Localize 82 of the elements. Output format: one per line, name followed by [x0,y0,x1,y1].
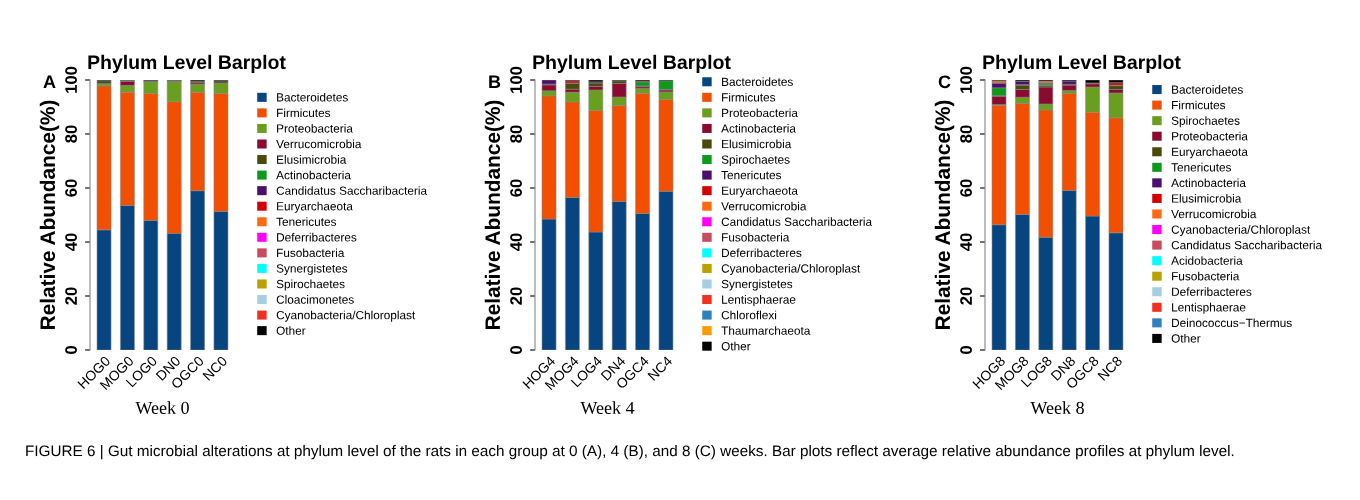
legend-label: Elusimicrobia [1172,193,1242,203]
y-tick-label: 100 [510,66,522,93]
legend-label: Actinobacteria [276,170,351,180]
legend-label: Bacteroidetes [1172,85,1243,94]
y-tick-label: 100 [65,66,77,93]
legend-label: Fusobacteria [277,248,345,258]
legend-label: Lentisphaerae [722,295,796,307]
legend-label: Proteobacteria [277,123,353,133]
legend-label: Verrucomicrobia [276,139,362,149]
x-axis-title: Week 8 [1030,401,1084,415]
chart-title: Phylum Level Barplot [983,54,1181,73]
text: B [489,75,501,88]
legend-label: Fusobacteria [722,232,790,242]
legend-label: Deferribacteres [277,232,357,242]
legend-label: Chloroflexi [721,310,777,320]
legend-label: Tenericutes [276,217,337,226]
legend-label: Firmicutes [277,108,331,118]
y-axis-title: Relative Abundance(%) [934,100,955,329]
legend-label: Cyanobacteria/Chloroplast [721,263,861,275]
y-axis-title: Relative Abundance(%) [484,100,505,329]
legend-label: Spirochaetes [276,279,345,291]
legend-label: Deinococcus−Thermus [1172,318,1292,328]
legend-label: Euryarchaeota [722,186,798,198]
legend-label: Cyanobacteria/Chloroplast [276,310,416,322]
text: C [938,75,951,89]
legend-label: Verrucomicrobia [1171,209,1257,219]
y-tick-label: 80 [65,125,77,143]
legend-label: Other [276,326,306,335]
legend-label: Cyanobacteria/Chloroplast [1171,225,1311,237]
legend-label: Bacteroidetes [277,92,348,102]
legend-label: Candidatus Saccharibacteria [276,186,428,195]
legend-label: Tenericutes [721,170,782,180]
legend-label: Thaumarchaeota [721,326,811,335]
legend-label: Candidatus Saccharibacteria [1171,240,1323,250]
y-tick-label: 60 [960,179,972,197]
y-axis-title: Relative Abundance(%) [39,100,60,329]
y-tick-label: 40 [65,233,77,252]
legend-label: Spirochaetes [1171,116,1240,128]
chart-title: Phylum Level Barplot [88,54,286,73]
caption: FIGURE 6 | Gut microbial alterations at phylum level of the rats in each group at 0 (A), 4 (B), and 8 (C) weeks. Bar plots reflect average relative abundance profiles at phylum level. [26,445,1234,460]
y-tick-label: 20 [510,287,522,305]
legend-label: Euryarchaeota [1172,147,1248,159]
legend-label: Cloacimonetes [276,295,354,304]
legend-label: Spirochaetes [721,155,790,167]
legend-label: Synergistetes [276,263,348,275]
x-axis-title: Week 4 [580,401,635,415]
legend-label: Other [1171,333,1201,343]
y-tick-label: 100 [960,66,972,93]
y-tick-label: 60 [65,179,77,197]
legend-label: Deferribacteres [722,248,802,258]
y-tick-label: 80 [510,125,522,143]
legend-label: Elusimicrobia [722,139,792,149]
x-axis-title: Week 0 [135,401,189,415]
legend-label: Bacteroidetes [722,77,793,86]
legend-label: Firmicutes [722,92,776,102]
legend-label: Synergistetes [721,279,793,291]
y-tick-label: 40 [960,233,972,252]
legend-label: Other [721,341,751,351]
y-tick-label: 40 [510,233,522,252]
legend-label: Actinobacteria [1171,178,1246,188]
y-tick-label: 20 [960,287,972,305]
legend-label: Lentisphaerae [1172,302,1246,314]
legend-label: Candidatus Saccharibacteria [721,217,873,226]
legend-label: Actinobacteria [721,123,796,133]
legend-label: Firmicutes [1172,100,1226,110]
legend-label: Elusimicrobia [277,155,347,164]
chart-title: Phylum Level Barplot [533,54,731,73]
text: A [43,75,56,88]
legend-label: Verrucomicrobia [721,201,807,211]
y-tick-label: 0 [510,346,522,354]
legend-label: Proteobacteria [722,108,798,118]
legend-label: Proteobacteria [1172,131,1248,141]
y-tick-label: 80 [960,125,972,143]
y-tick-label: 0 [65,346,77,354]
legend-label: Euryarchaeota [277,201,353,213]
y-tick-label: 0 [960,346,972,354]
legend-label: Acidobacteria [1171,256,1243,265]
legend-label: Deferribacteres [1172,287,1252,296]
legend-label: Tenericutes [1171,162,1232,172]
legend-label: Fusobacteria [1172,271,1240,281]
y-tick-label: 60 [510,179,522,197]
y-tick-label: 20 [65,287,77,305]
